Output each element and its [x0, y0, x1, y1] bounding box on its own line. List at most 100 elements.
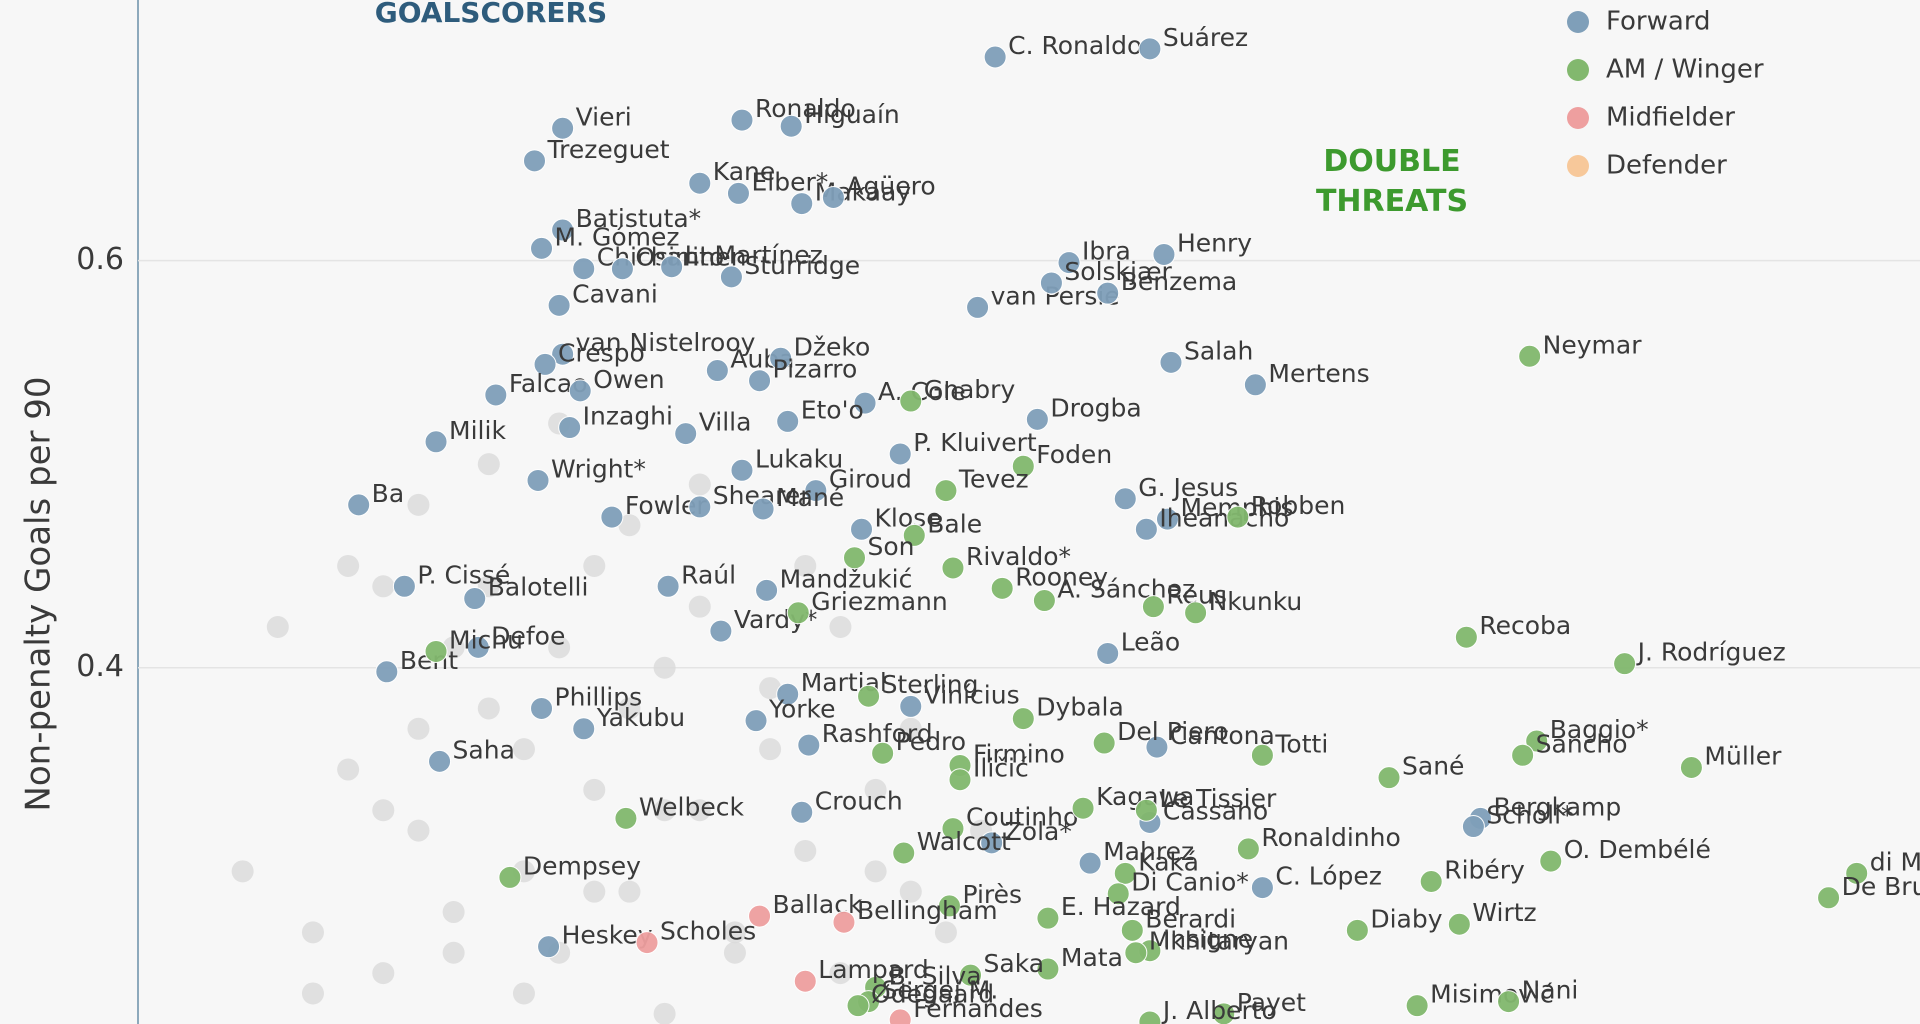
point-label: Baggio*	[1550, 715, 1649, 744]
background-point	[512, 738, 535, 761]
point-label: Trezeguet	[547, 135, 670, 164]
point-label: Elber*	[751, 167, 828, 196]
point	[899, 389, 923, 413]
point	[1461, 815, 1485, 839]
point-label: P. Kluivert	[913, 428, 1037, 457]
point-label: Le Tissier	[1159, 784, 1277, 813]
point-label: Wirtz	[1472, 898, 1536, 927]
point	[1159, 350, 1183, 374]
point-label: Pedro	[896, 727, 966, 756]
point-label: Iličić	[973, 754, 1029, 783]
point-label: Vieri	[576, 102, 632, 131]
point-label: A. Sánchez	[1057, 575, 1195, 604]
background-point	[337, 758, 360, 781]
point	[709, 619, 733, 643]
point	[1250, 743, 1274, 767]
point-label: C. Ronaldo	[1008, 31, 1142, 60]
point-label: Defoe	[491, 621, 565, 650]
point	[572, 717, 596, 741]
point	[776, 682, 800, 706]
point	[347, 493, 371, 517]
point-label: J. Alberto	[1161, 996, 1277, 1024]
point	[463, 587, 487, 611]
point	[902, 523, 926, 547]
point	[853, 391, 877, 415]
point	[635, 931, 659, 955]
point	[846, 994, 870, 1018]
background-point	[934, 921, 957, 944]
background-point	[653, 656, 676, 679]
point	[1155, 507, 1179, 531]
point-label: Ribéry	[1444, 855, 1525, 884]
background-point	[301, 921, 324, 944]
point-label: Owen	[593, 365, 664, 394]
point-label: Ibra	[1082, 237, 1131, 266]
point	[1613, 652, 1637, 676]
point	[748, 904, 772, 928]
legend-label: Midfielder	[1606, 103, 1735, 133]
point-label: Ba	[372, 479, 404, 508]
point	[1032, 589, 1056, 613]
y-tick-label: 0.6	[76, 242, 124, 277]
point	[530, 696, 554, 720]
point-label: Tevez	[958, 465, 1029, 494]
y-axis-title: Non-penalty Goals per 90	[19, 376, 59, 811]
point-label: Yakubu	[596, 703, 685, 732]
point-label: Scholes	[660, 917, 756, 946]
background-point	[794, 839, 817, 862]
point	[1250, 876, 1274, 900]
point-label: Lampard	[818, 955, 929, 984]
point-label: Kaká	[1138, 847, 1199, 876]
point-label: Mahrez	[1103, 837, 1194, 866]
point	[610, 257, 634, 281]
point	[980, 831, 1004, 855]
background-point	[618, 514, 641, 537]
background-point	[301, 982, 324, 1005]
point	[748, 369, 772, 393]
background-point	[407, 493, 430, 516]
point-label: Scholl*	[1486, 801, 1573, 830]
point-label: Saka	[984, 949, 1045, 978]
point-label: Griezmann	[811, 587, 947, 616]
point-label: Di Canio*	[1131, 868, 1249, 897]
point	[424, 430, 448, 454]
point-label: Suárez	[1163, 23, 1248, 52]
point	[1078, 851, 1102, 875]
point	[1036, 906, 1060, 930]
point-label: Totti	[1274, 729, 1328, 758]
point	[941, 817, 965, 841]
point-label: Firmino	[973, 739, 1065, 768]
point	[1113, 861, 1137, 885]
point-label: M. Gómez	[555, 222, 680, 251]
point	[1039, 271, 1063, 295]
legend-label: Defender	[1606, 151, 1727, 181]
point-label: Higuaín	[804, 100, 900, 129]
background-point	[759, 677, 782, 700]
point	[857, 684, 881, 708]
point	[804, 479, 828, 503]
point-label: Giroud	[829, 465, 912, 494]
point-label: Sané	[1402, 752, 1464, 781]
point	[1845, 861, 1869, 885]
point	[1679, 755, 1703, 779]
point	[1377, 766, 1401, 790]
legend-marker	[1567, 155, 1589, 177]
background-point	[759, 738, 782, 761]
point-label: Cassano	[1163, 796, 1268, 825]
point-label: Sergej M.	[882, 976, 999, 1005]
point	[779, 114, 803, 138]
background-point	[864, 778, 887, 801]
point-label: Wright*	[551, 454, 646, 483]
point	[1134, 798, 1158, 822]
point	[1096, 641, 1120, 665]
point	[1226, 505, 1250, 529]
point	[1141, 595, 1165, 619]
point	[498, 865, 522, 889]
point-label: Mata	[1061, 943, 1123, 972]
point	[551, 342, 575, 366]
background-point	[442, 941, 465, 964]
point-label: C. López	[1275, 862, 1382, 891]
point	[375, 660, 399, 684]
point	[966, 295, 990, 319]
point	[1497, 990, 1521, 1014]
